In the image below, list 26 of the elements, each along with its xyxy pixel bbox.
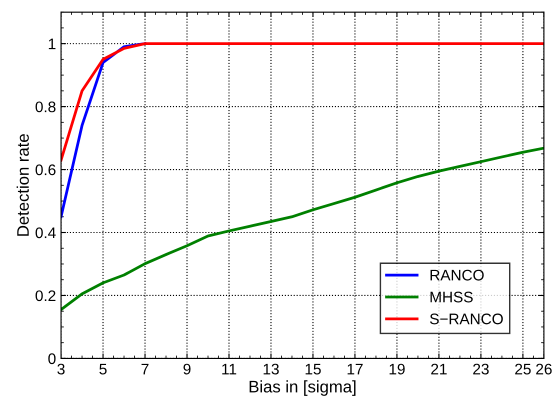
x-tick-label: 23 xyxy=(473,364,489,375)
y-tick-label: 0.4 xyxy=(36,227,56,238)
y-axis-title: Detection rate xyxy=(16,134,29,236)
legend-label: RANCO xyxy=(430,270,484,281)
y-tick-label: 0 xyxy=(48,353,56,364)
x-tick-label: 21 xyxy=(431,364,447,374)
x-tick-label: 13 xyxy=(264,364,279,375)
x-tick-label: 5 xyxy=(99,364,107,375)
legend-label: MHSS xyxy=(430,292,473,302)
y-tick-label: 0.2 xyxy=(36,290,56,302)
x-tick-label: 17 xyxy=(348,364,363,374)
x-tick-label: 9 xyxy=(183,364,191,375)
x-tick-label: 3 xyxy=(57,364,65,375)
x-tick-label: 7 xyxy=(142,364,149,374)
x-axis-title: Bias in [sigma] xyxy=(250,380,356,396)
line-series xyxy=(61,42,544,162)
y-tick-label: 1 xyxy=(48,38,56,50)
x-tick-label: 11 xyxy=(222,364,236,374)
x-tick-label: 25 xyxy=(515,364,531,375)
y-tick-label: 0.6 xyxy=(36,164,56,176)
x-tick-label: 19 xyxy=(390,364,405,375)
legend-label: S−RANCO xyxy=(430,314,503,324)
y-tick-label: 0.8 xyxy=(36,101,56,112)
line-series xyxy=(61,146,544,312)
x-tick-label: 15 xyxy=(306,364,321,375)
x-tick-label: 26 xyxy=(536,364,552,375)
